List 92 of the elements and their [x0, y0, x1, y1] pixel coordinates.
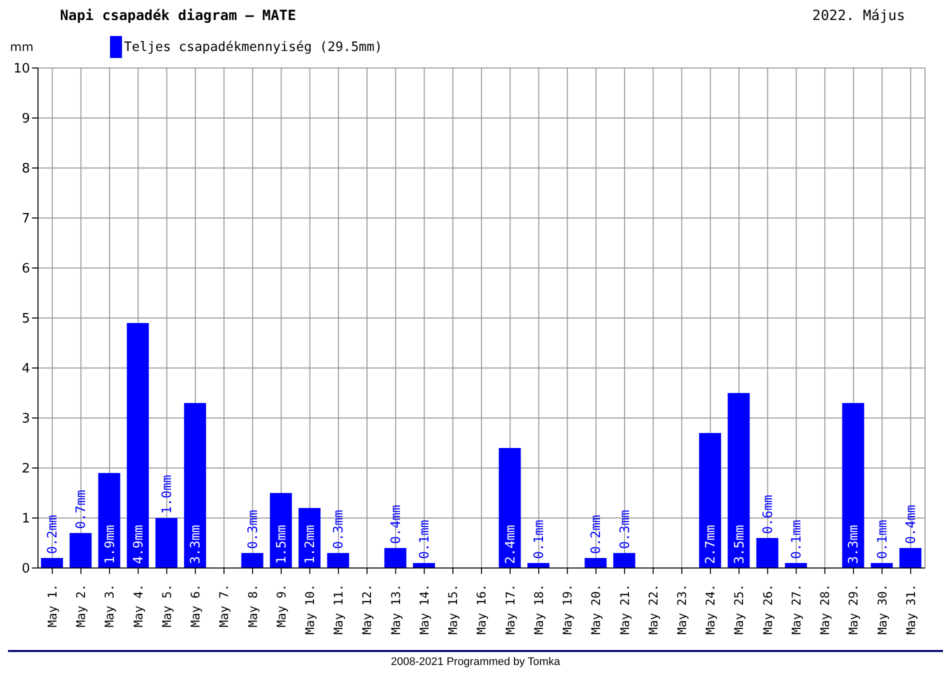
x-tick-label: May 25.	[732, 584, 746, 635]
data-label: 2.4mm	[503, 524, 518, 564]
chart-subtitle: 2022. Május	[812, 8, 905, 24]
x-tick-label: May 24.	[704, 584, 718, 635]
data-label: 3.5mm	[732, 524, 748, 564]
data-label: 0.3mm	[246, 510, 261, 549]
bar	[384, 548, 406, 568]
x-tick-label: May 15.	[446, 584, 460, 635]
y-tick-label: 4	[22, 362, 30, 377]
data-label: 1.2mm	[303, 524, 318, 564]
bar	[412, 563, 435, 568]
y-tick-label: 3	[22, 412, 30, 427]
y-tick-label: 9	[22, 112, 30, 127]
x-tick-label: May 31.	[904, 584, 918, 635]
x-tick-label: May 18.	[532, 584, 546, 635]
data-label: 0.1mm	[875, 520, 890, 559]
x-tick-label: May 14.	[417, 584, 432, 635]
bar	[784, 563, 807, 568]
x-tick-label: May 16.	[474, 584, 489, 635]
data-label: 0.7mm	[74, 490, 90, 529]
x-tick-label: May 22.	[646, 584, 660, 635]
y-tick-label: 10	[13, 62, 30, 77]
bar	[756, 538, 778, 568]
x-tick-label: May 28.	[818, 584, 832, 635]
data-label: 2.7mm	[704, 524, 719, 564]
x-tick-label: May 2.	[74, 584, 88, 628]
y-tick-label: 5	[22, 312, 30, 327]
data-label: 0.6mm	[760, 494, 776, 534]
x-tick-label: May 4.	[131, 584, 146, 628]
bar	[41, 558, 63, 568]
bar	[270, 493, 292, 568]
bar	[241, 553, 264, 568]
data-label: 0.3mm	[618, 510, 633, 549]
data-label: 1.5mm	[274, 524, 290, 564]
data-label: 0.3mm	[332, 510, 347, 549]
bar	[842, 403, 864, 568]
x-tick-label: May 26.	[760, 584, 775, 635]
x-tick-label: May 7.	[217, 584, 232, 628]
x-tick-label: May 13.	[388, 584, 403, 635]
x-tick-label: May 27.	[789, 584, 804, 635]
y-axis-title: mm	[10, 40, 34, 54]
data-label: 0.1mm	[532, 520, 547, 559]
x-tick-label: May 1.	[46, 584, 60, 628]
bar	[527, 563, 550, 568]
y-tick-label: 1	[22, 512, 30, 527]
x-tick-label: May 11.	[332, 584, 346, 635]
bar	[155, 518, 178, 568]
x-tick-label: May 19.	[560, 584, 575, 635]
bar	[327, 553, 350, 568]
x-tick-label: May 20.	[589, 584, 604, 635]
chart-title: Napi csapadék diagram – MATE	[60, 8, 296, 24]
x-tick-label: May 23.	[674, 584, 689, 635]
bar	[126, 323, 149, 568]
bar	[699, 433, 722, 568]
x-tick-label: May 5.	[160, 584, 174, 628]
bar	[98, 473, 120, 568]
y-tick-label: 2	[22, 462, 30, 477]
data-label: 3.3mm	[188, 524, 204, 564]
x-tick-label: May 17.	[503, 584, 518, 635]
data-label: 0.1mm	[789, 520, 804, 559]
data-label: 0.4mm	[388, 504, 404, 544]
bar	[70, 533, 92, 568]
bar	[184, 403, 206, 568]
y-tick-label: 0	[22, 562, 30, 577]
bar	[584, 558, 607, 568]
x-tick-label: May 29.	[846, 584, 861, 635]
y-tick-label: 7	[22, 212, 30, 227]
data-label: 1.0mm	[160, 474, 175, 514]
data-label: 0.1mm	[418, 520, 433, 559]
x-tick-label: May 6.	[188, 584, 203, 628]
data-label: 0.2mm	[46, 514, 61, 554]
x-tick-label: May 3.	[102, 584, 117, 628]
data-label: 0.4mm	[904, 504, 919, 544]
bar	[613, 553, 636, 568]
x-tick-label: May 30.	[875, 584, 890, 635]
bar	[899, 548, 922, 568]
data-label: 3.3mm	[846, 524, 862, 564]
x-tick-label: May 9.	[274, 584, 288, 628]
bar	[728, 393, 750, 568]
text: 2008-2021 Programmed by Tomka	[390, 656, 560, 668]
x-tick-label: May 21.	[618, 584, 632, 635]
bar	[870, 563, 893, 568]
data-label: 4.9mm	[131, 524, 146, 564]
x-tick-label: May 10.	[303, 584, 318, 635]
x-tick-label: May 8.	[246, 584, 260, 628]
y-tick-label: 6	[22, 262, 30, 277]
data-label: 0.2mm	[589, 514, 604, 554]
legend-label: Teljes csapadékmennyiség (29.5mm)	[123, 38, 382, 56]
y-tick-label: 8	[22, 162, 30, 177]
x-tick-label: May 12.	[360, 584, 374, 635]
bar	[498, 448, 521, 568]
data-label: 1.9mm	[102, 524, 118, 564]
